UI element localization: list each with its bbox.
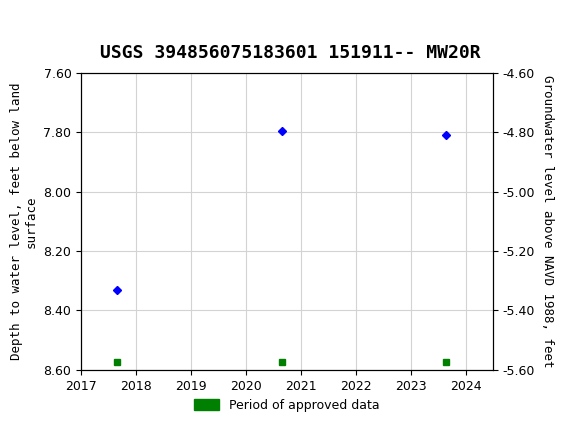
Text: USGS 394856075183601 151911-- MW20R: USGS 394856075183601 151911-- MW20R [100,44,480,62]
Text: ▒USGS: ▒USGS [9,13,75,39]
Legend: Period of approved data: Period of approved data [189,394,385,417]
Y-axis label: Groundwater level above NAVD 1988, feet: Groundwater level above NAVD 1988, feet [541,75,554,368]
Y-axis label: Depth to water level, feet below land
surface: Depth to water level, feet below land su… [10,83,38,360]
